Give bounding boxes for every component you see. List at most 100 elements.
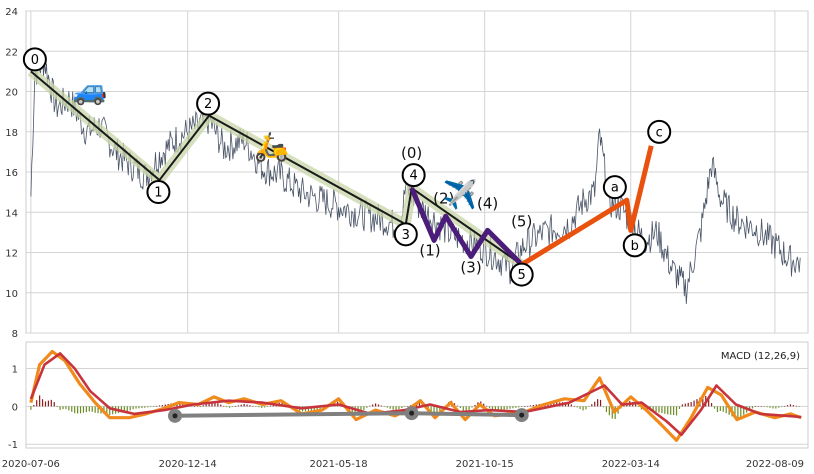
macd-trend-point-center [519, 412, 525, 418]
macd-histogram-bar [407, 406, 409, 407]
macd-histogram-bar [526, 405, 529, 407]
macd-histogram-bar [243, 403, 245, 407]
macd-histogram-bar [582, 406, 584, 411]
macd-histogram-bar [71, 406, 73, 412]
macd-histogram-bar [97, 406, 99, 414]
macd-histogram-bar [30, 406, 32, 410]
macd-histogram-bar [500, 406, 502, 411]
macd-line [29, 349, 802, 442]
macd-histogram-bar [766, 406, 768, 408]
price-y-tick-label: 24 [5, 7, 18, 18]
macd-histogram-bar [360, 406, 362, 412]
macd-histogram-bar [509, 406, 511, 409]
macd-histogram-bar [524, 406, 526, 407]
macd-histogram-bar [126, 406, 128, 412]
macd-trend-point-center [172, 413, 178, 419]
macd-histogram-bar [240, 404, 242, 407]
macd-histogram-bar [778, 406, 780, 408]
macd-histogram-bar [161, 404, 163, 407]
macd-histogram-bar [798, 406, 800, 407]
macd-title: MACD (12,26,9) [721, 351, 800, 362]
macd-histogram-bar [47, 400, 49, 407]
macd-histogram-bar [512, 406, 514, 409]
macd-histogram-bar [740, 406, 742, 417]
wave-label: 3 [402, 228, 410, 243]
macd-histogram-bar [503, 406, 505, 410]
wave-label-circle [647, 119, 672, 144]
wave-label-circle [622, 233, 647, 258]
macd-histogram-bar [515, 406, 517, 408]
macd-histogram-bar [91, 406, 93, 412]
macd-histogram-bar [77, 406, 79, 414]
macd-histogram-bar [249, 405, 251, 407]
wave-label-circle [602, 175, 627, 200]
macd-histogram-bar [109, 406, 111, 415]
price-y-tick-label: 18 [5, 128, 18, 139]
macd-histogram-bar [684, 403, 686, 407]
wave-label-circle [22, 47, 47, 72]
x-tick-label: 2022-08-09 [746, 459, 804, 470]
macd-histogram-bar [468, 406, 470, 411]
macd-histogram-bar [605, 406, 608, 412]
wave-label-circle [146, 180, 171, 205]
macd-histogram-bar [635, 404, 637, 407]
macd-histogram-bar [611, 406, 613, 419]
macd-histogram-bar [56, 406, 58, 407]
macd-histogram-bar [483, 403, 485, 407]
macd-histogram-bar [246, 404, 248, 407]
macd-histogram-bar [579, 406, 581, 409]
macd-histogram-bar [576, 406, 578, 408]
macd-histogram-bar [734, 406, 736, 419]
macd-histogram-bar [94, 406, 96, 413]
macd-histogram-bar [132, 406, 134, 410]
macd-histogram-bar [678, 406, 681, 409]
macd-histogram-bar [754, 406, 757, 407]
macd-histogram-bar [497, 406, 499, 411]
macd-histogram-bar [696, 399, 698, 407]
macd-histogram-bar [202, 405, 204, 407]
macd-histogram-bar [486, 405, 488, 407]
macd-histogram-bar [231, 406, 234, 408]
macd-histogram-bar [135, 406, 137, 409]
macd-histogram-bar [573, 405, 575, 407]
macd-histogram-bar [269, 405, 272, 407]
macd-histogram-bar [728, 406, 730, 415]
macd-histogram-bar [193, 406, 196, 407]
macd-histogram-bar [708, 397, 710, 407]
macd-histogram-bar [588, 406, 590, 407]
macd-histogram-bar [772, 406, 774, 409]
wave-label-circle [196, 91, 221, 116]
macd-histogram-bar [465, 406, 467, 413]
wave-label: 0 [31, 53, 39, 68]
scooter-icon: 🛵 [254, 130, 289, 163]
macd-histogram-bar [436, 406, 438, 416]
macd-histogram-bar [44, 401, 47, 407]
macd-histogram-bar [50, 399, 52, 407]
macd-histogram-bar [795, 405, 797, 407]
macd-histogram-bar [488, 406, 491, 409]
macd-y-tick-label: 0 [12, 402, 18, 413]
macd-histogram-bar [418, 401, 421, 407]
macd-histogram-bar [567, 403, 570, 407]
macd-histogram-bar [459, 406, 461, 409]
macd-histogram-bar [599, 399, 602, 407]
wave-sub-label: (1) [419, 241, 440, 259]
macd-histogram-bar [375, 403, 377, 407]
wave-primary-line [30, 70, 523, 266]
macd-histogram-bar [743, 406, 745, 415]
macd-histogram-bar [123, 406, 125, 412]
macd-histogram-bar [41, 399, 44, 407]
wave-sub-label: (3) [460, 259, 481, 277]
wave-label: 2 [204, 97, 212, 112]
macd-histogram-bar [751, 406, 754, 409]
macd-histogram-bar [664, 406, 666, 414]
macd-histogram-bar [228, 406, 231, 408]
macd-histogram-bar [494, 406, 496, 412]
airplane-icon: ✈️ [443, 177, 478, 211]
macd-histogram-bar [553, 402, 555, 407]
macd-histogram-bar [693, 400, 695, 407]
macd-histogram-bar [550, 402, 552, 407]
price-y-tick-label: 14 [5, 208, 18, 219]
macd-histogram-bar [471, 406, 473, 408]
